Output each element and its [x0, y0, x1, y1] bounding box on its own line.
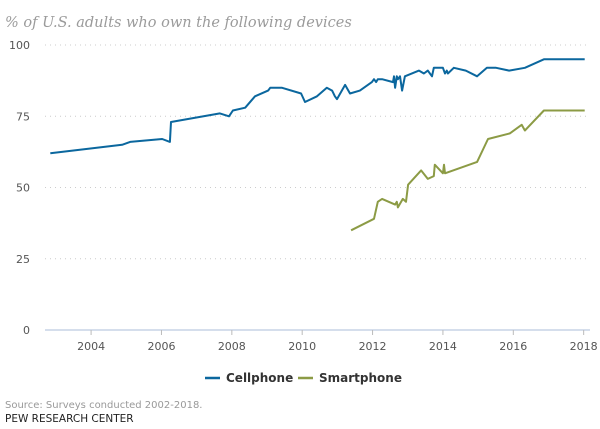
- y-tick-label: 0: [23, 324, 30, 337]
- x-tick-label: 2012: [359, 340, 387, 353]
- x-tick-label: 2018: [570, 340, 598, 353]
- y-tick-label: 75: [16, 110, 30, 123]
- source-note: Source: Surveys conducted 2002-2018.: [5, 400, 203, 411]
- legend-label: Smartphone: [319, 371, 402, 385]
- x-tick-label: 2006: [147, 340, 175, 353]
- series-line-smartphone: [350, 109, 585, 232]
- x-tick-label: 2008: [218, 340, 246, 353]
- legend-label: Cellphone: [226, 371, 293, 385]
- y-tick-label: 100: [9, 39, 30, 52]
- organization-label: PEW RESEARCH CENTER: [5, 413, 134, 425]
- y-tick-label: 25: [16, 253, 30, 266]
- x-tick-label: 2010: [288, 340, 316, 353]
- y-tick-label: 50: [16, 182, 30, 195]
- x-tick-label: 2014: [429, 340, 457, 353]
- chart-title: % of U.S. adults who own the following d…: [5, 15, 352, 31]
- series-line-cellphone: [50, 58, 585, 155]
- x-tick-label: 2004: [77, 340, 105, 353]
- x-tick-label: 2016: [499, 340, 527, 353]
